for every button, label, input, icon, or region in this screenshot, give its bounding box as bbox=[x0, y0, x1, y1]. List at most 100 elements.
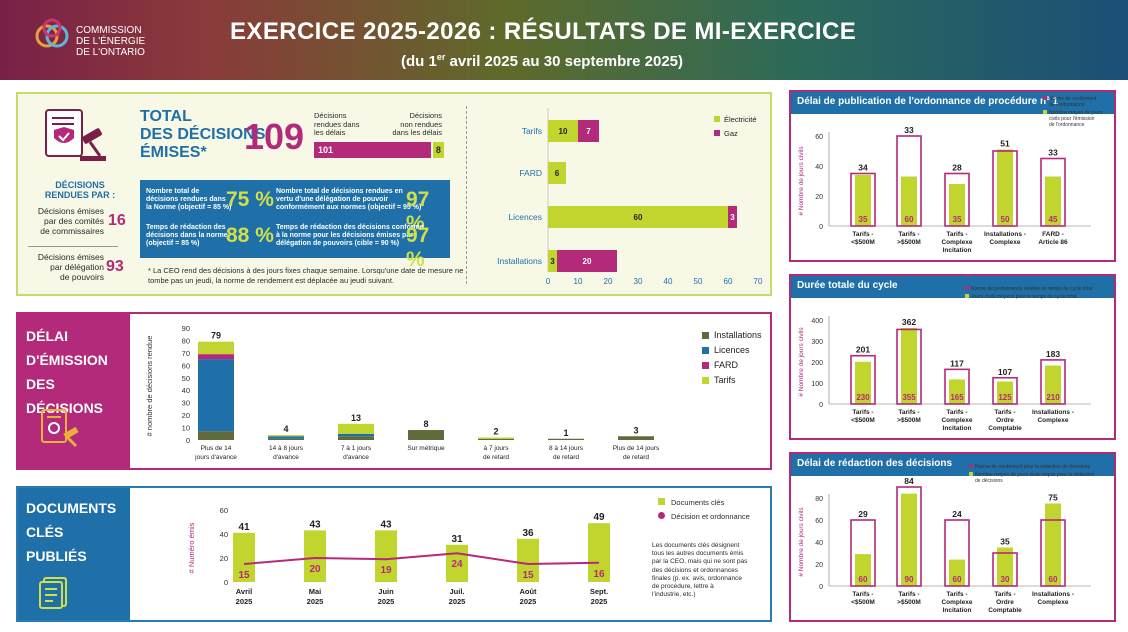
actual-bar bbox=[1045, 176, 1061, 226]
category-label: Tarifs - bbox=[852, 409, 873, 416]
delai-redaction-chart: # Nombre de jours civils 0 20 40 60 80 29 60 Tar… bbox=[798, 464, 1094, 614]
legend-label: Tarifs bbox=[714, 375, 736, 385]
norm-label: 230 bbox=[856, 393, 870, 402]
legend-swatch bbox=[702, 332, 709, 339]
bar-segment bbox=[548, 120, 578, 142]
total-label: 3 bbox=[633, 425, 638, 435]
legend-label: de l'ordonnance bbox=[1049, 122, 1085, 128]
legend-swatch bbox=[965, 294, 969, 298]
legend-label: Nombre moyen de jours bbox=[1049, 110, 1103, 116]
legend-label: Nombre moyen de jours civils requis pour… bbox=[975, 472, 1094, 478]
kpi-value-3: 97 % bbox=[406, 224, 430, 271]
norm-outline bbox=[850, 519, 876, 587]
delai-publication-panel: Délai de publication de l'ordonnance de … bbox=[789, 90, 1116, 262]
actual-bar bbox=[855, 554, 871, 586]
bar-segment bbox=[478, 437, 514, 439]
legend-label: Décision et ordonnance bbox=[671, 512, 750, 521]
bar-segment bbox=[618, 436, 654, 440]
y-tick-label: 80 bbox=[815, 496, 823, 503]
y-tick-label: 300 bbox=[811, 339, 823, 346]
category-label: Mai bbox=[309, 587, 322, 596]
kpi-label-line: conformément aux normes (objectif = 95 %… bbox=[276, 204, 422, 211]
decisions-by-type-chart: 0 10 20 30 40 50 60 70 Tarifs 10 7 FARD 6 Licences 60 3… bbox=[497, 108, 763, 286]
actual-bar bbox=[901, 493, 917, 586]
kpi-label-line: délégation de pouvoirs (cible = 90 %) bbox=[276, 240, 400, 247]
category-label: <$500M bbox=[851, 239, 875, 246]
documents-cles-panel: DOCUMENTS CLÉS PUBLIÉS # Numéro émis 0 20 4… bbox=[16, 486, 772, 622]
actual-bar bbox=[949, 559, 965, 586]
category-label: 2025 bbox=[449, 597, 466, 606]
legend-swatch bbox=[969, 464, 973, 468]
category-label: 2025 bbox=[307, 597, 324, 606]
y-tick-label: 0 bbox=[224, 578, 228, 587]
bar-segment bbox=[268, 435, 304, 437]
category-label: à 7 jours bbox=[484, 445, 510, 452]
legend-swatch bbox=[1043, 96, 1047, 100]
bar-segment bbox=[198, 359, 234, 432]
y-tick-label: 0 bbox=[819, 224, 823, 231]
kpi-value-2: 88 % bbox=[226, 224, 274, 247]
legend-label: Licences bbox=[714, 345, 750, 355]
y-tick-label: 60 bbox=[220, 506, 228, 515]
docs-sidebar: DOCUMENTS CLÉS PUBLIÉS bbox=[18, 488, 130, 620]
page-title: EXERCICE 2025-2026 : RÉSULTATS DE MI-EXE… bbox=[230, 18, 857, 45]
y-tick-label: 100 bbox=[811, 381, 823, 388]
header-banner: COMMISSION DE L'ÉNERGIE DE L'ONTARIO EXE… bbox=[0, 0, 1128, 80]
footnote: * La CEO rend des décisions à des jours … bbox=[148, 266, 463, 286]
actual-bar bbox=[997, 381, 1013, 404]
y-tick-label: 400 bbox=[811, 318, 823, 325]
delegation-label-line: par délégation bbox=[50, 262, 104, 272]
y-tick-label: 40 bbox=[182, 386, 190, 395]
bar bbox=[588, 523, 610, 582]
y-axis-label: # Numéro émis bbox=[187, 522, 196, 573]
bar-segment bbox=[548, 438, 584, 440]
y-tick-label: 60 bbox=[182, 361, 190, 370]
line-label: 15 bbox=[522, 570, 534, 581]
legend-label: Électricité bbox=[724, 115, 757, 124]
legend-documents-cles: Documents clés bbox=[658, 498, 750, 512]
category-label: >$500M bbox=[897, 599, 921, 606]
data-label: 60 bbox=[634, 213, 643, 222]
y-tick-label: 80 bbox=[182, 336, 190, 345]
category-label: Installations - bbox=[1032, 591, 1074, 598]
kpi-label-1: Nombre total de décisions rendues en ver… bbox=[276, 188, 421, 212]
category-label: Ordre bbox=[996, 599, 1014, 606]
comites-label-line: Décisions émises bbox=[37, 206, 104, 216]
norm-label: 165 bbox=[950, 393, 964, 402]
y-tick-label: 200 bbox=[811, 360, 823, 367]
y-tick-label: 20 bbox=[815, 194, 823, 201]
y-axis-label: # nombre de décisions rendue bbox=[145, 336, 154, 437]
bar-segment bbox=[548, 250, 557, 272]
delai-sidebar: DÉLAI D'ÉMISSION DES DÉCISIONS bbox=[18, 314, 130, 468]
kpi-label-line: Nombre total de bbox=[146, 188, 200, 195]
kpi-label-3: Temps de rédaction des décisions conform… bbox=[276, 224, 424, 248]
outside-value: 8 bbox=[435, 145, 441, 155]
category-label: d'avance bbox=[273, 454, 299, 461]
divider bbox=[466, 106, 467, 284]
category-label: FARD - bbox=[1042, 231, 1064, 238]
x-tick-label: 20 bbox=[604, 277, 613, 286]
legend-swatch bbox=[658, 498, 665, 505]
y-tick-label: 60 bbox=[815, 134, 823, 141]
actual-bar bbox=[949, 379, 965, 404]
page-subtitle: (du 1er avril 2025 au 30 septembre 2025) bbox=[401, 52, 683, 70]
side-title-line: PUBLIÉS bbox=[26, 548, 87, 564]
category-label: de retard bbox=[623, 454, 649, 461]
data-label: 3 bbox=[730, 213, 735, 222]
actual-label: 34 bbox=[858, 163, 868, 173]
legend-label: Jours civils moyens pour le temps de cyc… bbox=[971, 294, 1077, 300]
kpi-label-line: la Norme (objectif = 85 %) bbox=[146, 204, 232, 211]
delai-redaction-panel: Délai de rédaction des décisions # Nombr… bbox=[789, 452, 1116, 622]
data-label: 41 bbox=[238, 522, 250, 533]
total-label: TOTAL DES DÉCISIONS ÉMISES* bbox=[140, 108, 265, 162]
bar bbox=[304, 530, 326, 582]
bar-segment bbox=[268, 438, 304, 440]
legend-swatch bbox=[702, 362, 709, 369]
category-label: Complexe bbox=[1037, 417, 1068, 424]
norm-outline bbox=[1040, 157, 1066, 227]
y-tick-label: 20 bbox=[815, 562, 823, 569]
legend-label: Installations bbox=[714, 330, 762, 340]
rendues-par-heading: DÉCISIONS RENDUES PAR : bbox=[40, 180, 120, 200]
actual-bar bbox=[949, 184, 965, 226]
data-label: 36 bbox=[522, 528, 534, 539]
